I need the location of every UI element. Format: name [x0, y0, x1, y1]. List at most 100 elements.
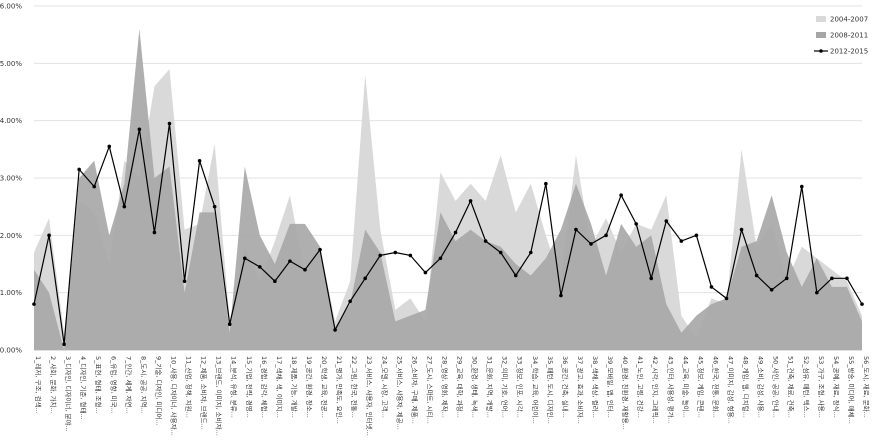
- data-point: [242, 256, 247, 261]
- data-point: [258, 265, 262, 269]
- x-axis-category-labels: 1_레저, 구조, 검색... 2_사회, 문화, 가치... 3_디자인, 디자이…: [34, 356, 870, 436]
- x-category-label: 19_공간, 환경, 장소...: [305, 356, 314, 418]
- data-point: [815, 290, 819, 295]
- x-category-label: 24_모델, 시장, 고객...: [380, 356, 389, 418]
- data-point: [47, 233, 51, 238]
- x-category-label: 11_산업, 정책, 지원...: [185, 356, 194, 418]
- x-category-label: 46_한국, 전통, 문화...: [711, 356, 720, 418]
- x-category-label: 36_공간, 건축, 실내...: [561, 356, 570, 418]
- data-point: [679, 239, 684, 243]
- x-category-label: 32_의미, 기호, 언어...: [501, 356, 510, 418]
- x-category-label: 50_사인, 공공, 안내...: [772, 356, 781, 418]
- x-category-label: 15_기업, 전략, 경영...: [245, 356, 254, 418]
- x-category-label: 25_서비스, 사용자, 제공...: [395, 356, 404, 430]
- data-point: [634, 222, 638, 226]
- data-point: [227, 322, 232, 327]
- data-point: [845, 276, 849, 281]
- data-point: [438, 256, 443, 261]
- x-category-label: 39_모바일, 앱, 인터...: [606, 356, 615, 418]
- data-point: [724, 296, 729, 301]
- x-category-label: 51_건축, 재료, 건축...: [787, 356, 796, 418]
- area-series: [34, 28, 862, 351]
- data-point: [77, 167, 81, 172]
- x-category-label: 17_색채, 색, 이미지...: [275, 356, 284, 418]
- x-category-label: 48_게임, 웹, 디지털...: [742, 356, 751, 418]
- x-category-label: 14_분석, 유형, 분류...: [230, 356, 239, 418]
- data-point: [212, 204, 217, 209]
- y-tick-label: 5.00%: [0, 60, 22, 68]
- data-point: [784, 276, 789, 281]
- y-tick-label: 4.00%: [0, 117, 22, 125]
- y-tick-label: 1.00%: [0, 289, 22, 297]
- data-point: [197, 159, 202, 163]
- x-category-label: 8_도시, 공공, 지역...: [139, 356, 148, 414]
- data-point: [799, 184, 804, 189]
- x-category-label: 28_영상, 영화, 제작...: [440, 356, 449, 418]
- x-category-label: 2_사회, 문화, 가치...: [49, 356, 58, 414]
- x-category-label: 47_이미지, 감성, 형용...: [727, 356, 736, 424]
- legend: 2004-2007 2008-2011 2012-2015: [814, 16, 868, 56]
- x-category-label: 52_섬유, 패턴, 텍스...: [802, 356, 811, 418]
- legend-label: 2012-2015: [830, 48, 868, 56]
- x-category-label: 18_제품, 기능, 개발...: [290, 356, 299, 418]
- data-point: [32, 302, 36, 306]
- x-category-label: 21_평가, 만족도, 요인...: [335, 356, 344, 424]
- data-point: [468, 199, 473, 203]
- data-point: [333, 328, 337, 332]
- data-point: [694, 233, 699, 238]
- data-point: [393, 250, 398, 255]
- legend-label: 2008-2011: [830, 32, 868, 40]
- data-point: [303, 267, 307, 272]
- x-category-label: 3_디자인, 디자이너, 분야...: [64, 356, 73, 432]
- legend-marker: [819, 49, 823, 53]
- data-point: [860, 302, 864, 306]
- x-category-label: 43_인터, 사용성, 평가...: [666, 356, 675, 424]
- line-series: [32, 121, 864, 347]
- x-category-label: 49_소비, 감성, 사용...: [757, 356, 766, 418]
- data-point: [408, 253, 413, 258]
- x-category-label: 55_방송, 미디어, 매체...: [847, 356, 856, 424]
- data-point: [619, 193, 623, 197]
- x-category-label: 6_유럽, 영향, 미국...: [109, 356, 118, 414]
- x-category-label: 13_브랜드, 이미지, 소비자...: [215, 356, 224, 436]
- data-point: [423, 270, 428, 275]
- line-2012-2015: [33, 123, 863, 345]
- x-category-label: 44_교육, 미술, 놀이...: [681, 356, 690, 418]
- legend-swatch: [816, 16, 826, 22]
- data-point: [107, 144, 112, 149]
- data-point: [92, 184, 97, 189]
- x-category-label: 38_색채, 색상, 컬러...: [591, 356, 600, 418]
- x-category-label: 42_시각, 인지, 그래픽...: [651, 356, 660, 424]
- data-point: [288, 259, 292, 263]
- data-point: [830, 276, 834, 281]
- data-point: [574, 227, 578, 232]
- data-point: [739, 227, 744, 232]
- x-category-label: 35_패턴, 도시, 디자인...: [546, 356, 555, 424]
- data-point: [122, 204, 127, 209]
- y-tick-label: 3.00%: [0, 175, 22, 183]
- data-point: [137, 127, 142, 132]
- x-category-label: 53_가구, 조형, 사용...: [817, 356, 826, 418]
- x-category-label: 37_광고, 효과, 소비자...: [576, 356, 585, 424]
- y-tick-label: 0.00%: [0, 347, 22, 355]
- x-category-label: 45_정보, 게임, 콘텐...: [696, 356, 705, 418]
- x-category-label: 26_소비자, 구매, 제품...: [410, 356, 419, 424]
- x-category-label: 4_디자인, 기준, 형태...: [79, 356, 88, 420]
- data-point: [529, 250, 533, 255]
- x-category-label: 29_교육, 대학, 과정...: [456, 356, 465, 418]
- data-point: [604, 233, 608, 238]
- x-category-label: 23_서비스, 사용자, 인터넷...: [365, 356, 374, 436]
- data-point: [348, 299, 352, 304]
- x-category-label: 12_제품, 소비자, 브랜드...: [200, 356, 209, 430]
- x-category-label: 33_정보, 인포, 시각...: [516, 356, 525, 418]
- y-tick-label: 2.00%: [0, 232, 22, 240]
- data-point: [498, 250, 503, 255]
- data-point: [378, 253, 383, 258]
- area-2008-2011: [34, 28, 862, 351]
- data-point: [318, 247, 322, 252]
- data-point: [754, 273, 759, 278]
- data-point: [273, 279, 277, 284]
- data-point: [544, 181, 548, 186]
- x-category-label: 16_경험, 감각, 체험...: [260, 356, 269, 418]
